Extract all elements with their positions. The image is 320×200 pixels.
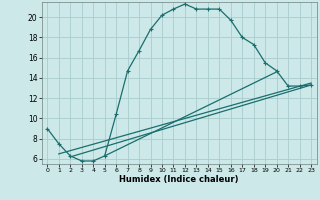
X-axis label: Humidex (Indice chaleur): Humidex (Indice chaleur) bbox=[119, 175, 239, 184]
